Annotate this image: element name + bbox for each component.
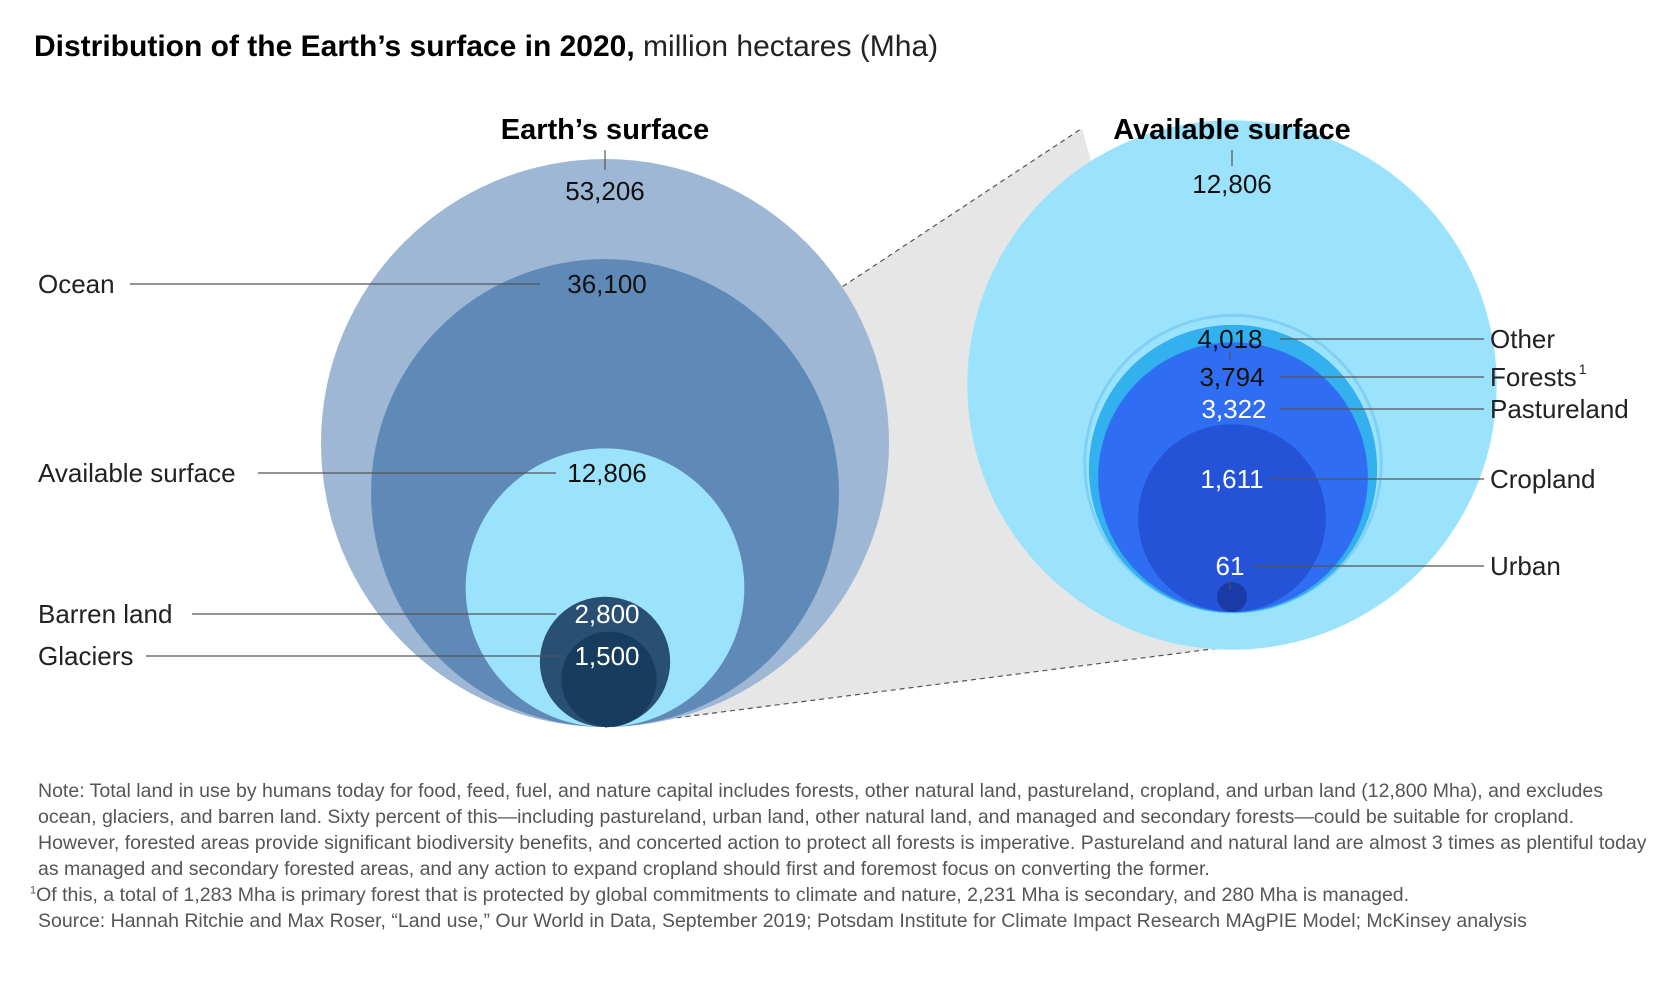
label-ocean: Ocean: [38, 269, 115, 299]
circle-cropland: [1138, 424, 1326, 612]
footnote-text: 1Of this, a total of 1,283 Mha is primar…: [30, 882, 1648, 908]
value-urban: 61: [1216, 551, 1245, 581]
source-text: Source: Hannah Ritchie and Max Roser, “L…: [38, 910, 1527, 932]
circle-available-surface: [465, 448, 745, 727]
note-text: Note: Total land in use by humans today …: [38, 780, 1647, 880]
chart-title: Distribution of the Earth’s surface in 2…: [34, 30, 938, 64]
label-available-surface: Available surface: [38, 458, 236, 488]
value-other: 4,018: [1197, 324, 1262, 354]
label-other: Other: [1490, 324, 1555, 354]
value-barren-land: 2,800: [574, 599, 639, 629]
value-ocean: 36,100: [567, 269, 647, 299]
circle-urban: [1217, 582, 1247, 612]
value-cropland: 1,611: [1200, 464, 1263, 494]
left-chart-title: Earth’s surface: [501, 114, 709, 146]
value-pastureland: 3,322: [1201, 394, 1266, 424]
value-available-surface-right: 12,806: [1192, 169, 1272, 199]
nested-circles-chart: Earth’s surface 53,206 Ocean 36,100 Availabl…: [38, 114, 1629, 728]
zoom-line-bottom: [604, 647, 1223, 728]
label-barren-land: Barren land: [38, 599, 172, 629]
label-urban: Urban: [1490, 551, 1561, 581]
chart-notes: Note: Total land in use by humans today …: [30, 778, 1648, 934]
label-cropland: Cropland: [1490, 464, 1596, 494]
label-glaciers: Glaciers: [38, 641, 133, 671]
value-forests: 3,794: [1199, 362, 1264, 392]
chart-title-bold: Distribution of the Earth’s surface in 2…: [34, 30, 635, 63]
value-available-surface: 12,806: [567, 458, 647, 488]
value-glaciers: 1,500: [574, 641, 639, 671]
label-pastureland: Pastureland: [1490, 394, 1629, 424]
label-forests-sup: 1: [1579, 361, 1587, 377]
footnote-body: Of this, a total of 1,283 Mha is primary…: [36, 884, 1410, 906]
value-earth-surface: 53,206: [565, 176, 645, 206]
right-chart-title: Available surface: [1113, 114, 1351, 146]
footnote-marker: 1: [30, 884, 37, 897]
label-forests: Forests 1: [1490, 361, 1587, 392]
chart-title-units: million hectares (Mha): [643, 30, 939, 63]
circle-glaciers: [561, 631, 657, 728]
